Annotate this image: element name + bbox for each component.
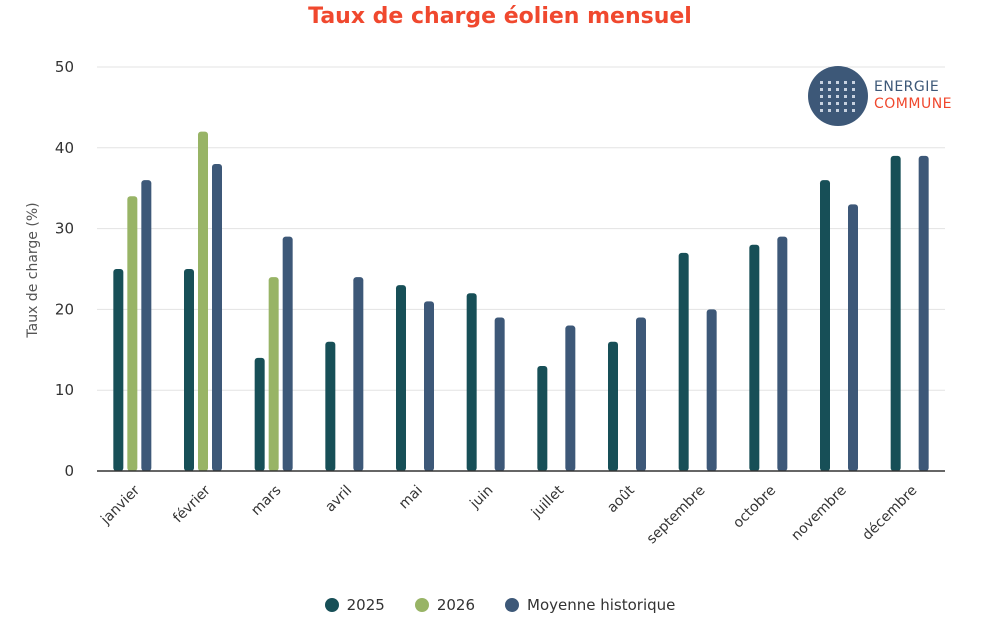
logo-line1: ENERGIE	[874, 79, 940, 95]
bar-moyenne-historique[interactable]	[918, 155, 929, 471]
bar-2026[interactable]	[268, 277, 279, 471]
x-tick-label: mai	[396, 483, 426, 513]
bar-2025[interactable]	[396, 285, 406, 471]
bar-moyenne-historique[interactable]	[282, 236, 293, 471]
y-tick-label: 0	[64, 462, 74, 480]
bar-moyenne-historique[interactable]	[424, 301, 434, 471]
x-tick-label: mars	[248, 483, 284, 519]
bar-2026[interactable]	[198, 131, 208, 471]
bar-moyenne-historique[interactable]	[494, 317, 505, 471]
bar-2025[interactable]	[325, 341, 336, 471]
legend-item[interactable]: Moyenne historique	[505, 596, 675, 614]
y-axis-label: Taux de charge (%)	[25, 202, 41, 338]
bar-moyenne-historique[interactable]	[636, 317, 646, 471]
bar-2026[interactable]	[127, 196, 138, 471]
legend-label: 2025	[346, 596, 385, 614]
legend-label: 2026	[436, 596, 475, 614]
x-tick-label: octobre	[730, 483, 779, 532]
x-tick-label: juin	[466, 483, 496, 513]
y-tick-label: 40	[55, 139, 74, 157]
logo-line2: COMMUNE	[874, 96, 953, 112]
y-tick-label: 50	[55, 58, 74, 76]
bar-2025[interactable]	[113, 269, 124, 471]
x-tick-label: décembre	[859, 483, 920, 544]
bar-2025[interactable]	[254, 357, 265, 471]
bar-moyenne-historique[interactable]	[565, 325, 576, 471]
chart-title: Taux de charge éolien mensuel	[308, 4, 692, 29]
x-tick-label: novembre	[788, 483, 849, 544]
bar-moyenne-historique[interactable]	[212, 163, 222, 471]
bar-2025[interactable]	[184, 269, 194, 471]
logo-icon	[808, 66, 868, 126]
legend: 2025 2026 Moyenne historique	[0, 596, 1000, 614]
bar-moyenne-historique[interactable]	[848, 204, 858, 472]
y-tick-label: 20	[55, 300, 74, 318]
bar-moyenne-historique[interactable]	[141, 180, 152, 471]
bar-2025[interactable]	[749, 244, 760, 471]
bar-2025[interactable]	[890, 155, 901, 471]
x-tick-label: avril	[322, 483, 355, 516]
y-tick-label: 30	[55, 220, 74, 238]
bar-2025[interactable]	[608, 341, 618, 471]
x-tick-label: juillet	[528, 482, 568, 522]
energie-commune-logo: ENERGIE COMMUNE	[808, 66, 952, 126]
bar-2025[interactable]	[537, 365, 548, 471]
x-tick-label: août	[604, 482, 638, 516]
legend-marker-icon	[324, 598, 339, 612]
x-tick-label: janvier	[97, 482, 143, 528]
y-tick-label: 10	[55, 381, 74, 399]
bar-moyenne-historique[interactable]	[706, 309, 717, 471]
legend-marker-icon	[505, 598, 519, 612]
bar-2025[interactable]	[678, 252, 689, 471]
legend-label: Moyenne historique	[527, 596, 676, 614]
legend-marker-icon	[414, 598, 429, 612]
bar-moyenne-historique[interactable]	[353, 277, 364, 471]
x-tick-label: septembre	[644, 483, 709, 548]
bar-moyenne-historique[interactable]	[777, 236, 788, 471]
bar-2025[interactable]	[820, 180, 830, 471]
legend-item[interactable]: 2026	[414, 596, 475, 614]
legend-item[interactable]: 2025	[324, 596, 385, 614]
x-tick-label: février	[170, 482, 214, 526]
bar-2025[interactable]	[466, 293, 477, 471]
